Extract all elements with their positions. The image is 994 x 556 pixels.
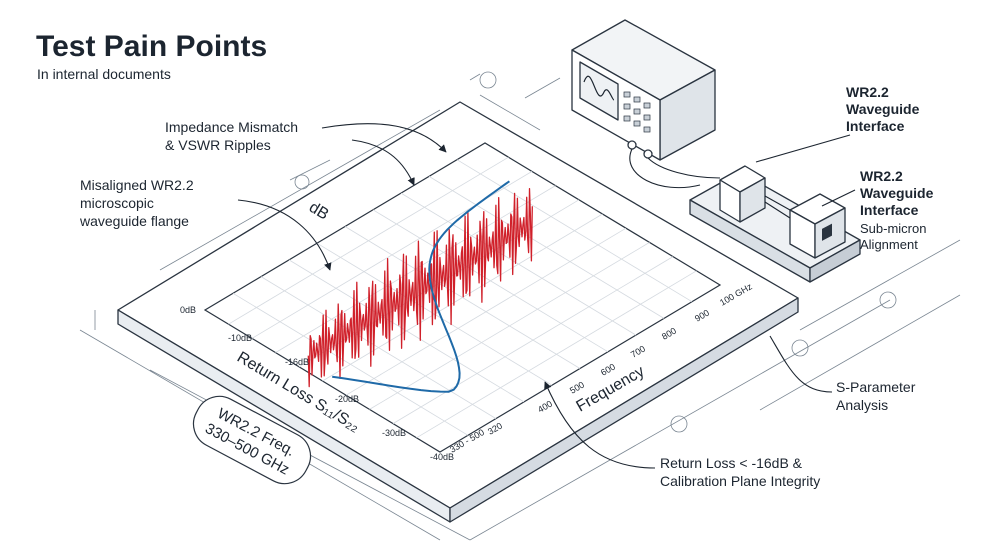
callout: WR2.2	[846, 84, 889, 100]
callout: Interface	[860, 202, 919, 218]
callout: Waveguide	[846, 101, 920, 117]
db-tick-label: -16dB	[285, 357, 309, 367]
title: Test Pain Points	[36, 30, 267, 63]
db-tick-label: -30dB	[382, 428, 406, 438]
callout: Waveguide	[860, 185, 934, 201]
ripple-trace	[307, 187, 533, 388]
callout: Interface	[846, 118, 905, 134]
grid-line	[400, 192, 637, 336]
grid-line	[228, 156, 509, 325]
callout: waveguide flange	[79, 213, 189, 229]
grid-line	[372, 209, 609, 353]
callout: Alignment	[860, 237, 918, 252]
instrument	[571, 19, 721, 189]
callout: Analysis	[836, 397, 888, 413]
board-side	[449, 297, 799, 523]
db-tick-label: -40dB	[430, 452, 454, 462]
callout: Calibration Plane Integrity	[660, 473, 820, 489]
grid-line	[456, 159, 693, 303]
callout: Return Loss < -16dB &	[660, 455, 803, 471]
callout: WR2.2	[860, 168, 903, 184]
db-tick-label: -20dB	[335, 394, 359, 404]
grid-line	[428, 176, 665, 319]
return-loss-curve	[332, 180, 510, 393]
callout: microscopic	[80, 195, 154, 211]
leaders	[237, 123, 856, 469]
callout: Sub-micron	[860, 221, 926, 236]
db-tick-label: 0dB	[180, 305, 196, 315]
callout: & VSWR Ripples	[165, 137, 271, 153]
callout: S-Parameter	[836, 379, 916, 395]
waveguide-fixture	[689, 165, 861, 283]
callout: Impedance Mismatch	[165, 119, 298, 135]
callout: Misaligned WR2.2	[80, 177, 194, 193]
db-tick-label: -10dB	[228, 333, 252, 343]
grid-line	[322, 213, 603, 382]
subtitle: In internal documents	[37, 66, 171, 82]
